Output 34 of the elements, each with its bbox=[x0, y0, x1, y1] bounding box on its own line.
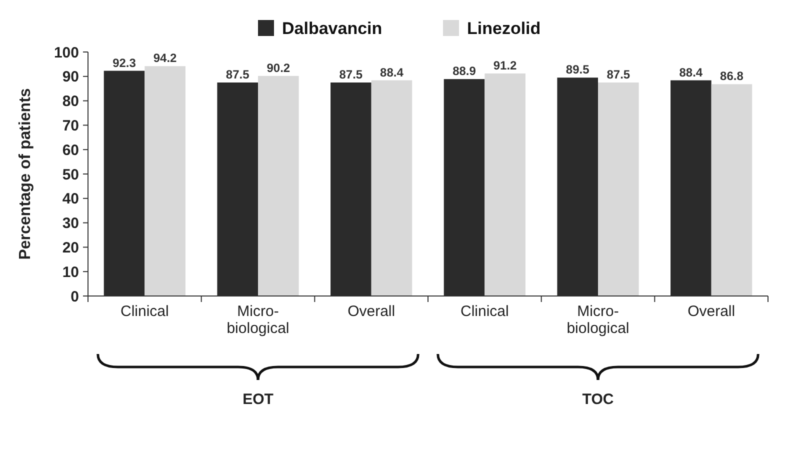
y-tick-label: 90 bbox=[62, 68, 79, 86]
y-tick-label: 50 bbox=[62, 166, 79, 184]
data-label: 86.8 bbox=[720, 69, 744, 84]
data-label: 88.9 bbox=[452, 64, 476, 78]
x-tick-label: Micro-biological bbox=[226, 303, 290, 337]
data-label: 88.4 bbox=[380, 65, 404, 80]
y-tick-label: 40 bbox=[62, 190, 79, 208]
y-tick-label: 70 bbox=[62, 117, 79, 134]
y-tick-label: 100 bbox=[54, 44, 79, 62]
x-tick-label: Micro-biological bbox=[566, 303, 630, 337]
data-label: 89.5 bbox=[566, 62, 590, 77]
y-tick-label: 80 bbox=[62, 93, 79, 110]
x-tick-label: Clinical bbox=[120, 303, 169, 320]
x-tick-label: Clinical bbox=[460, 303, 509, 320]
y-tick-label: 60 bbox=[62, 142, 79, 159]
y-tick-label: 20 bbox=[62, 239, 79, 256]
text: TOC bbox=[582, 391, 614, 408]
data-label: 88.4 bbox=[679, 65, 703, 80]
x-tick-label: Overall bbox=[348, 303, 396, 320]
data-label: 94.2 bbox=[153, 51, 178, 66]
data-label: 87.5 bbox=[226, 68, 250, 82]
legend-label: Dalbavancin bbox=[282, 18, 382, 38]
data-label: 90.2 bbox=[266, 60, 290, 75]
data-label: 87.5 bbox=[606, 68, 630, 82]
y-tick-label: 0 bbox=[70, 288, 79, 306]
y-tick-label: 30 bbox=[62, 215, 79, 232]
y-axis-title: Percentage of patients bbox=[17, 88, 34, 260]
data-label: 87.5 bbox=[339, 68, 363, 82]
data-label: 92.3 bbox=[112, 56, 136, 70]
x-tick-label: Overall bbox=[688, 303, 736, 320]
text: EOT bbox=[242, 391, 274, 408]
y-tick-label: 10 bbox=[62, 264, 79, 281]
legend-label: Linezolid bbox=[467, 18, 541, 38]
data-label: 91.2 bbox=[493, 58, 518, 72]
